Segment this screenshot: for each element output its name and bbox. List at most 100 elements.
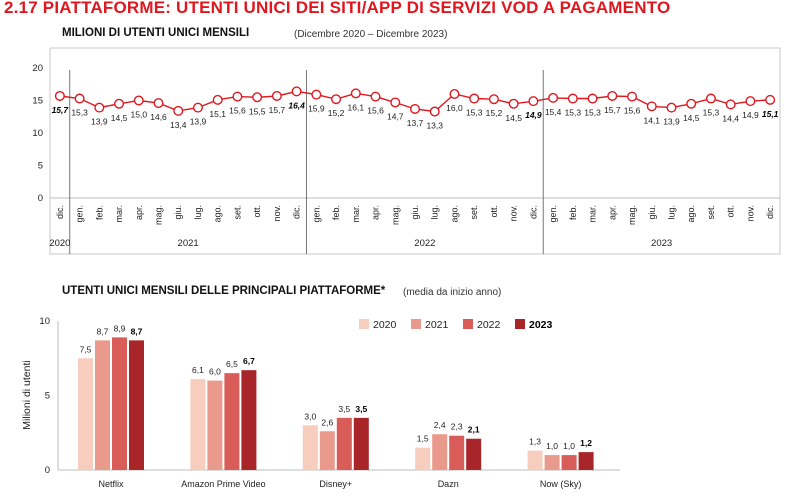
bar-value-label: 8,7 — [131, 326, 143, 336]
data-label: 15,7 — [604, 105, 621, 115]
data-point — [291, 86, 302, 97]
data-label: 15,6 — [367, 106, 384, 116]
page-title: 2.17 PIATTAFORME: UTENTI UNICI DEI SITI/… — [4, 0, 671, 17]
bar-value-label: 6,5 — [226, 359, 238, 369]
data-point — [133, 95, 144, 106]
bar-value-label: 2,6 — [321, 417, 333, 427]
month-label: lug. — [430, 205, 440, 220]
data-point — [54, 90, 65, 101]
line-chart-title: MILIONI DI UTENTI UNICI MENSILI — [62, 27, 250, 39]
data-point — [587, 93, 598, 104]
data-point — [429, 106, 440, 117]
year-label: 2020 — [49, 238, 70, 249]
month-label: gen. — [311, 205, 321, 223]
month-label: nov. — [509, 205, 519, 221]
category-label: Disney+ — [319, 479, 352, 489]
month-label: lug. — [193, 205, 203, 220]
line-y-tick-label: 10 — [32, 128, 43, 139]
data-label: 15,7 — [269, 105, 286, 115]
data-label: 15,9 — [308, 104, 325, 114]
data-point — [548, 92, 559, 103]
bar-value-label: 7,5 — [80, 344, 92, 354]
bar — [241, 370, 257, 470]
data-point — [252, 92, 263, 103]
month-label: apr. — [607, 205, 617, 220]
bar-value-label: 3,5 — [355, 404, 367, 414]
bar-value-label: 8,9 — [114, 323, 126, 333]
bar-chart-subtitle: (media da inizio anno) — [403, 287, 502, 298]
data-label: 14,1 — [643, 115, 660, 125]
category-label: Amazon Prime Video — [181, 479, 265, 489]
data-point — [725, 99, 736, 110]
bar — [561, 455, 577, 470]
data-point — [370, 91, 381, 102]
line-y-tick-label: 15 — [32, 96, 43, 107]
bar-y-axis-label: Milioni di utenti — [21, 360, 33, 429]
data-label: 15,2 — [486, 108, 503, 118]
bar-value-label: 2,1 — [468, 425, 480, 435]
month-label: feb. — [331, 205, 341, 220]
legend-label: 2022 — [477, 319, 501, 331]
data-point — [705, 93, 716, 104]
data-label: 16,0 — [446, 103, 463, 113]
year-label: 2022 — [414, 238, 435, 249]
bar-value-label: 1,2 — [580, 438, 592, 448]
data-label: 14,7 — [387, 111, 404, 121]
data-label: 13,3 — [426, 121, 443, 131]
legend-label: 2020 — [373, 319, 397, 331]
bar — [432, 434, 448, 470]
month-label: ago. — [449, 205, 459, 223]
month-label: apr. — [134, 205, 144, 220]
bar-value-label: 3,0 — [304, 411, 316, 421]
month-label: mar. — [351, 205, 361, 223]
data-label: 15,0 — [131, 110, 148, 120]
bar-value-label: 2,3 — [451, 422, 463, 432]
month-label: set. — [469, 205, 479, 220]
bar-y-tick-label: 0 — [45, 465, 50, 476]
data-point — [666, 102, 677, 113]
bar — [353, 417, 369, 470]
bar-value-label: 3,5 — [338, 404, 350, 414]
month-label: giu. — [410, 205, 420, 220]
data-point — [567, 93, 578, 104]
data-label: 14,5 — [505, 113, 522, 123]
bar — [224, 373, 240, 470]
data-point — [410, 103, 421, 114]
data-label: 14,9 — [525, 110, 542, 120]
data-point — [469, 93, 480, 104]
bar-value-label: 6,7 — [243, 356, 255, 366]
data-point — [232, 91, 243, 102]
month-label: feb. — [94, 205, 104, 220]
bar — [190, 379, 206, 470]
data-label: 13,9 — [190, 117, 207, 127]
data-label: 14,5 — [683, 113, 700, 123]
data-label: 15,3 — [466, 108, 483, 118]
year-label: 2023 — [651, 238, 672, 249]
data-label: 14,9 — [742, 110, 759, 120]
bar — [527, 450, 543, 470]
bar-value-label: 6,1 — [192, 365, 204, 375]
data-point — [508, 98, 519, 109]
data-label: 15,1 — [209, 109, 226, 119]
data-point — [192, 102, 203, 113]
data-label: 15,3 — [703, 108, 720, 118]
bar — [449, 435, 465, 470]
data-point — [449, 88, 460, 99]
bar — [578, 452, 594, 470]
bar-chart-title: UTENTI UNICI MENSILI DELLE PRINCIPALI PI… — [62, 285, 386, 297]
data-point — [607, 90, 618, 101]
legend-swatch — [463, 319, 473, 329]
month-label: dic. — [765, 205, 775, 219]
bar — [319, 431, 335, 470]
data-point — [745, 96, 756, 107]
month-label: mar. — [114, 205, 124, 223]
data-point — [350, 88, 361, 99]
line-y-tick-label: 20 — [32, 63, 43, 74]
data-point — [94, 102, 105, 113]
bar — [302, 425, 318, 470]
data-point — [686, 98, 697, 109]
data-point — [212, 94, 223, 105]
data-label: 16,1 — [348, 102, 365, 112]
data-label: 15,6 — [624, 106, 641, 116]
month-label: set. — [232, 205, 242, 220]
